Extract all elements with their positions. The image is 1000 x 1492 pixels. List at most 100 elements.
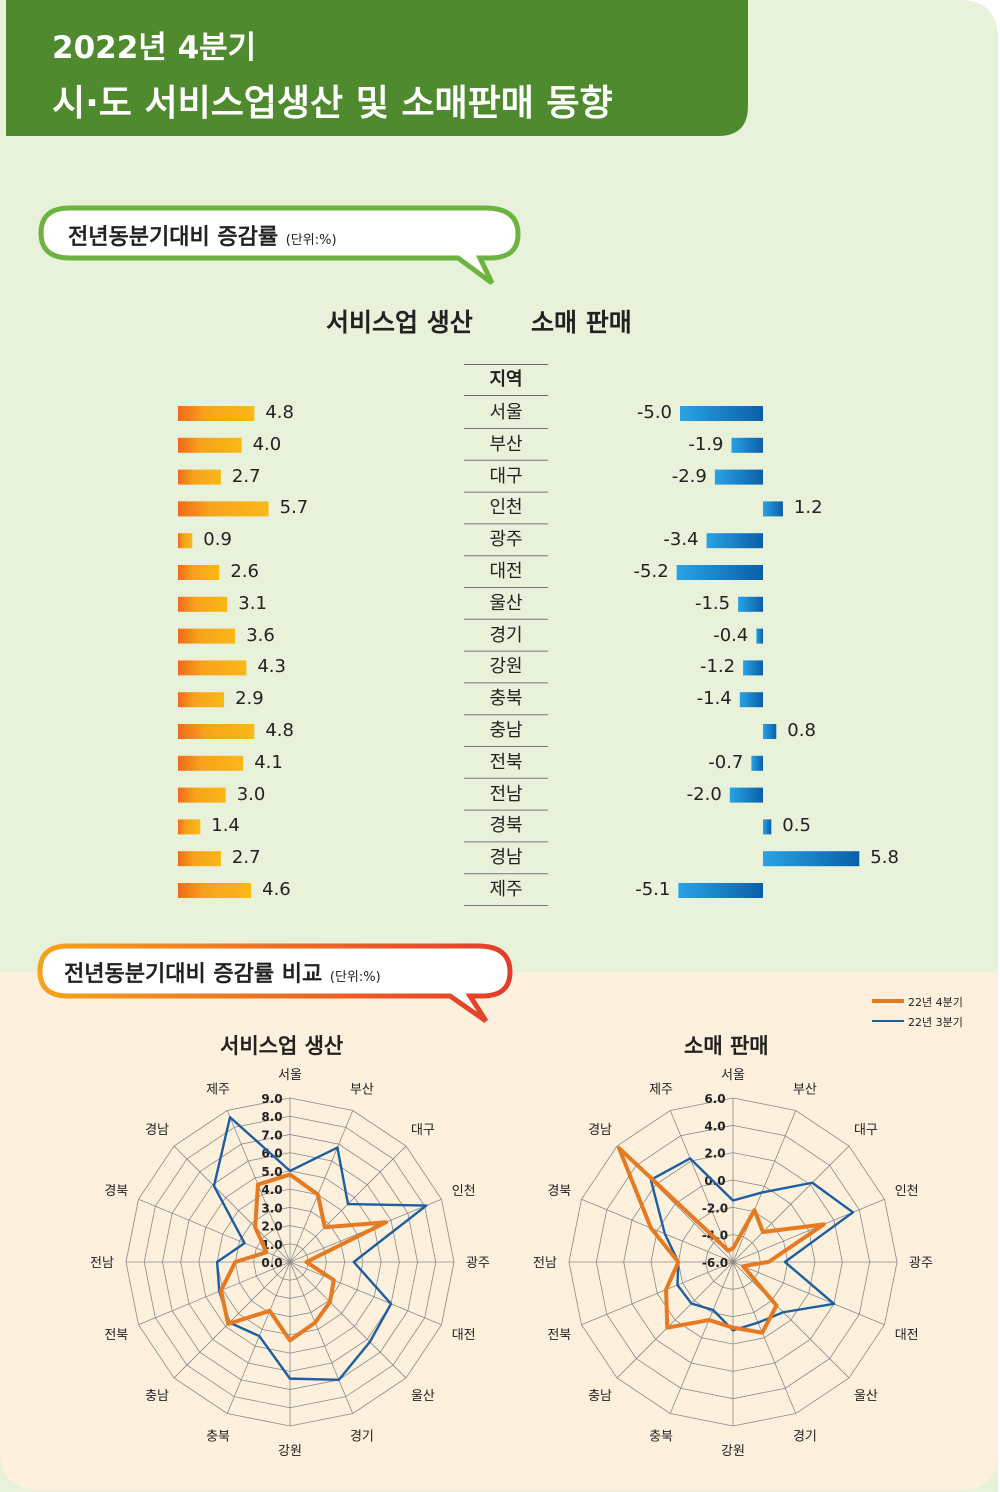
retail-bar: [763, 851, 860, 867]
radar-spoke: [732, 1145, 850, 1263]
legend-label-q3: 22년 3분기: [908, 1016, 963, 1029]
radar-retail-title: 소매 판매: [684, 1034, 769, 1058]
radar-category-label: 경북: [104, 1184, 128, 1199]
service-value-label: 2.9: [235, 688, 264, 710]
service-value-label: 3.1: [238, 592, 267, 614]
retail-bar: [706, 533, 763, 549]
retail-bar: [763, 501, 783, 517]
section2-unit: (단위:%): [329, 970, 381, 985]
service-bar: [178, 501, 269, 517]
service-value-label: 0.9: [203, 529, 232, 551]
region-cell: 울산: [489, 592, 523, 614]
radar-category-label: 충북: [649, 1430, 673, 1445]
region-cell: 충남: [489, 720, 523, 741]
retail-value-label: -1.5: [694, 592, 731, 614]
legend-label-q4: 22년 4분기: [908, 996, 963, 1009]
service-value-label: 4.3: [257, 656, 286, 678]
radar-chart: 서울부산대구인천광주대전울산경기강원충북충남전북전남경북경남제주0.01.02.…: [90, 1068, 490, 1459]
radar-series-q4: [616, 1145, 826, 1335]
retail-value-label: -2.0: [686, 783, 722, 805]
service-value-label: 2.7: [231, 847, 261, 869]
region-cell: 부산: [489, 433, 523, 455]
section2-title-text: 전년동분기대비 증감률 비교: [64, 962, 323, 987]
retail-bar: [751, 755, 763, 771]
section1-unit: (단위:%): [285, 233, 337, 248]
radar-category-label: 대구: [411, 1123, 435, 1138]
service-bar: [178, 787, 226, 803]
radar-spoke: [732, 1261, 850, 1379]
retail-bar: [743, 660, 763, 676]
service-bar: [178, 469, 221, 485]
retail-bar: [738, 596, 763, 612]
section2-bubble: [37, 943, 513, 1024]
retail-value-label: -0.7: [708, 751, 744, 773]
radar-category-label: 제주: [206, 1082, 230, 1097]
radar-spoke: [732, 1261, 797, 1414]
service-bar: [178, 628, 236, 644]
radar-category-label: 전북: [104, 1328, 128, 1343]
radar-category-label: 강원: [721, 1444, 745, 1459]
service-value-label: 4.1: [254, 751, 283, 773]
retail-value-label: 0.8: [787, 720, 816, 741]
region-cell: 경기: [489, 624, 523, 646]
radar-category-label: 충남: [145, 1389, 169, 1404]
retail-bar: [731, 437, 763, 453]
region-header: 지역: [489, 369, 523, 390]
radar-series-q3: [212, 1116, 428, 1382]
retail-value-label: -2.9: [671, 465, 707, 487]
radar-category-label: 서울: [721, 1068, 745, 1083]
service-bar: [178, 596, 228, 612]
region-cell: 서울: [489, 402, 523, 423]
service-value-label: 3.0: [236, 783, 266, 805]
retail-value-label: -3.4: [663, 529, 699, 551]
radar-spoke: [289, 1261, 442, 1326]
retail-value-label: -5.2: [633, 561, 669, 582]
region-cell: 강원: [489, 656, 523, 678]
radar-service-title: 서비스업 생산: [220, 1034, 344, 1058]
region-cell: 대구: [489, 465, 523, 487]
radar-category-label: 충북: [206, 1430, 230, 1445]
radar-category-label: 인천: [452, 1184, 476, 1199]
service-bar: [178, 692, 225, 708]
title-line-1: 2022년 4분기: [52, 30, 257, 66]
retail-sales-header: 소매 판매: [531, 308, 632, 337]
retail-value-label: 5.8: [870, 847, 899, 869]
radar-tick-label: 7.0: [261, 1128, 282, 1142]
service-bar: [178, 819, 201, 835]
region-cell: 인천: [489, 497, 523, 519]
radar-spoke: [581, 1198, 734, 1263]
service-bar: [178, 724, 255, 739]
service-bar: [178, 660, 247, 676]
region-cell: 경북: [489, 815, 523, 837]
section1-title: 전년동분기대비 증감률 (단위:%): [68, 219, 337, 251]
radar-category-label: 인천: [895, 1184, 919, 1199]
service-bar: [178, 565, 220, 580]
service-value-label: 2.6: [230, 561, 259, 582]
radar-chart: 서울부산대구인천광주대전울산경기강원충북충남전북전남경북경남제주-6.0-4.0…: [533, 1068, 933, 1459]
radar-category-label: 울산: [411, 1389, 435, 1404]
title-banner: [6, 0, 748, 136]
radar-category-label: 부산: [350, 1082, 374, 1097]
service-value-label: 1.4: [211, 815, 240, 837]
radar-tick-label: -6.0: [702, 1256, 728, 1270]
retail-value-label: -1.9: [688, 433, 724, 455]
retail-value-label: -5.1: [635, 879, 671, 900]
region-cell: 제주: [489, 879, 523, 900]
radar-category-label: 전남: [90, 1256, 114, 1271]
radar-series-q3: [649, 1157, 855, 1332]
radar-spoke: [581, 1261, 734, 1326]
service-value-label: 2.7: [231, 465, 261, 487]
radar-spoke: [173, 1145, 291, 1263]
retail-value-label: -5.0: [636, 402, 672, 423]
section1-bubble: [38, 205, 521, 286]
radar-category-label: 경남: [588, 1123, 612, 1138]
retail-bar: [676, 565, 763, 580]
radar-category-label: 부산: [793, 1082, 817, 1097]
service-value-label: 4.0: [252, 433, 282, 455]
title-line-2: 시·도 서비스업생산 및 소매판매 동향: [52, 83, 613, 124]
radar-category-label: 전남: [533, 1256, 557, 1271]
radar-category-label: 울산: [854, 1389, 878, 1404]
service-value-label: 3.6: [246, 624, 275, 646]
radar-spoke: [138, 1261, 291, 1326]
